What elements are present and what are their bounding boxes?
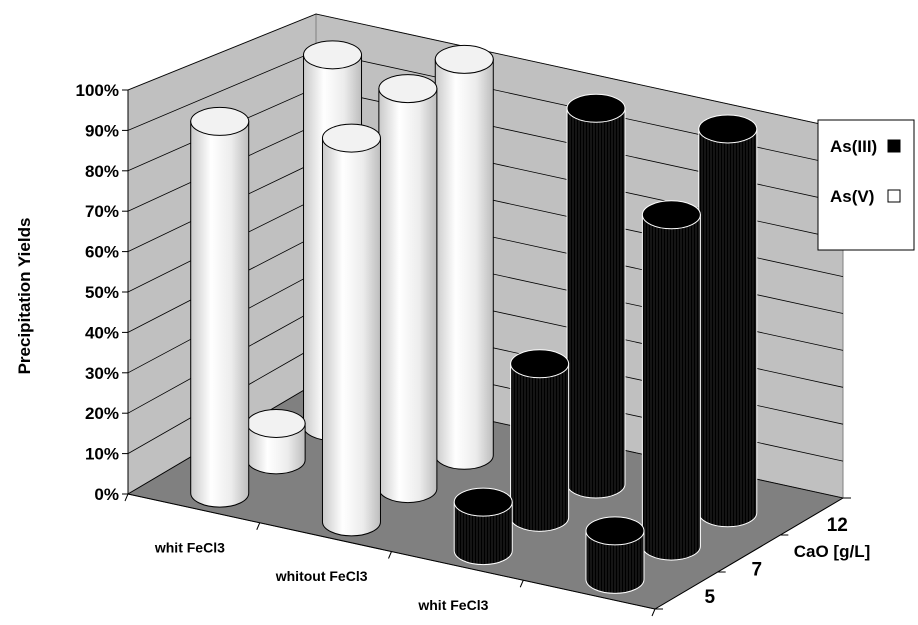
bar-top [566,93,626,123]
bar-top [453,487,513,517]
bar-cylinder [246,408,306,475]
bar-cylinder [190,106,250,508]
legend-swatch-as-iii [887,139,901,153]
y-tick-label: 100% [76,81,119,100]
x-tick-label: whit FeCl3 [417,597,488,613]
bar-side [698,128,758,528]
x-tick-mark [124,493,129,502]
y-tick-label: 30% [85,364,119,383]
y-tick-label: 60% [85,243,119,262]
bar-top [585,516,645,546]
bar-side [566,107,626,499]
bar-top [510,349,570,379]
bar-cylinder [453,487,513,566]
y-tick-label: 70% [85,202,119,221]
bar-side [321,137,381,537]
bar-cylinder [510,349,570,532]
legend-swatch-as-v [887,189,901,203]
legend: As(III) As(V) [817,119,915,251]
y-tick-label: 40% [85,323,119,342]
y-axis-title: Precipitation Yields [15,218,34,375]
bar-side [378,88,438,504]
bar-cylinder [641,200,701,561]
x-tick-mark [388,551,392,559]
x-tick-mark [519,580,524,588]
legend-label-as-v: As(V) [830,187,874,206]
bar-cylinder [378,74,438,504]
bar-top [698,114,758,144]
bar-side [585,530,645,594]
bar-top [190,106,250,136]
y-tick-label: 0% [94,485,119,504]
y-axis-ticks: 0% 10% 20% 30% 40% 50% 60% 70% 80% 90% 100% [76,81,844,610]
bar-side [641,214,701,561]
bar-cylinder [321,123,381,537]
bar-side [510,363,570,532]
bar-top [378,74,438,104]
y-tick-label: 80% [85,162,119,181]
bar-cylinder [566,93,626,499]
depth-axis-labels: 5 7 12 [655,497,851,610]
x-tick-label: whit FeCl3 [154,539,225,555]
bar-side [453,501,513,566]
y-tick-label: 50% [85,283,119,302]
bar-cylinder [585,516,645,594]
y-tick-label: 90% [85,121,119,140]
bar-top [246,408,306,438]
bar-side [434,58,494,470]
bar-top [321,123,381,153]
bar-top [434,44,494,74]
depth-tick-label: 5 [705,587,716,608]
x-tick-mark [256,522,261,530]
bar-top [303,40,363,70]
legend-label-as-iii: As(III) [830,137,877,156]
depth-axis-title: CaO [g/L] [794,542,871,561]
depth-tick-label: 7 [752,559,763,580]
y-tick-label: 20% [85,404,119,423]
x-tick-mark [651,608,656,617]
bar-top [641,200,701,230]
gridline [127,13,844,130]
chart-bars [190,40,758,594]
x-tick-label: whitout FeCl3 [275,568,368,584]
depth-axis-line [654,497,844,610]
y-tick-label: 10% [85,445,119,464]
bar-side [190,120,250,508]
depth-tick-label: 12 [827,515,848,536]
bar-cylinder [698,114,758,528]
bar-cylinder [434,44,494,470]
